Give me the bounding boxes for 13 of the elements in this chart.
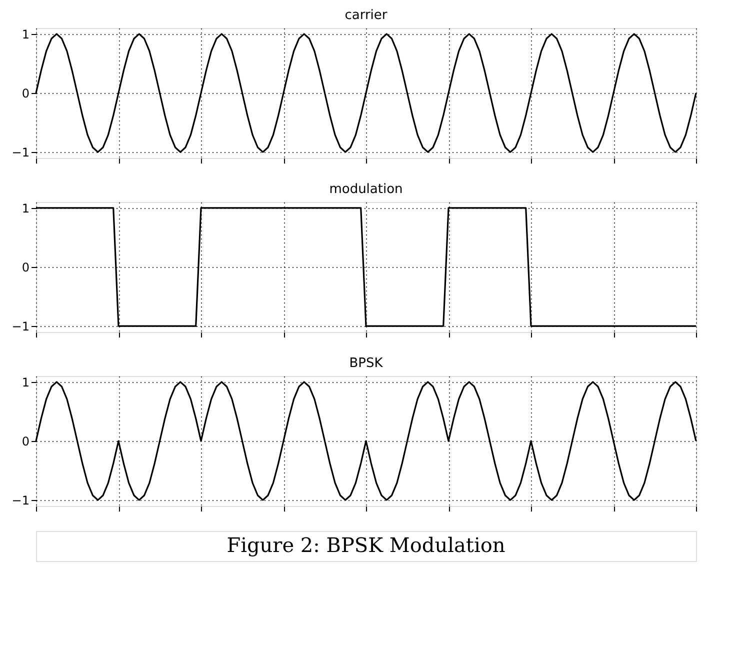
y-tick-label: 1 [22, 27, 30, 42]
y-tick-label: 0 [22, 260, 30, 274]
chart-title: carrier [344, 8, 388, 23]
caption: Figure 2: BPSK Modulation [226, 533, 506, 557]
y-tick-label: −1 [12, 146, 30, 160]
y-tick-label: −1 [12, 494, 30, 508]
y-tick-label: 1 [22, 201, 30, 216]
chart-title: modulation [329, 182, 403, 197]
y-tick-label: 0 [22, 434, 30, 448]
y-tick-label: 1 [22, 375, 30, 390]
y-tick-label: −1 [12, 320, 30, 334]
y-tick-label: 0 [22, 86, 30, 100]
chart-title: BPSK [349, 356, 384, 371]
